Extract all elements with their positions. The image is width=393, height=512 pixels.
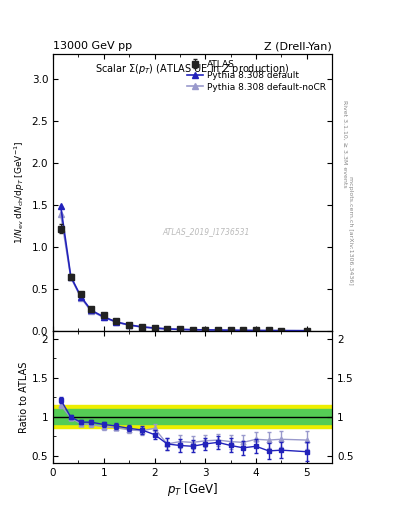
- Text: ATLAS_2019_I1736531: ATLAS_2019_I1736531: [163, 227, 250, 236]
- Bar: [53, 405, 332, 429]
- Text: Scalar $\Sigma(p_T)$ (ATLAS UE in $Z$ production): Scalar $\Sigma(p_T)$ (ATLAS UE in $Z$ pr…: [95, 62, 290, 76]
- Pythia 8.308 default-noCR: [68, 274, 73, 281]
- Y-axis label: $1/N_{\rm ev}\;{\rm d}N_{\rm ch}/{\rm d}p_T\;[{\rm GeV}^{-1}]$: $1/N_{\rm ev}\;{\rm d}N_{\rm ch}/{\rm d}…: [13, 141, 28, 244]
- Text: Z (Drell-Yan): Z (Drell-Yan): [264, 41, 332, 51]
- Pythia 8.308 default: [266, 328, 271, 334]
- Pythia 8.308 default: [279, 328, 284, 334]
- Pythia 8.308 default: [152, 325, 157, 331]
- Pythia 8.308 default: [101, 314, 106, 320]
- Pythia 8.308 default: [304, 328, 309, 334]
- Text: Rivet 3.1.10, ≥ 3.3M events: Rivet 3.1.10, ≥ 3.3M events: [342, 99, 347, 187]
- Pythia 8.308 default: [203, 327, 208, 333]
- Pythia 8.308 default-noCR: [89, 308, 94, 314]
- Pythia 8.308 default-noCR: [114, 319, 119, 325]
- Pythia 8.308 default-noCR: [266, 328, 271, 334]
- Y-axis label: Ratio to ATLAS: Ratio to ATLAS: [19, 361, 29, 433]
- Pythia 8.308 default-noCR: [228, 327, 233, 333]
- Pythia 8.308 default-noCR: [253, 328, 258, 334]
- Pythia 8.308 default-noCR: [127, 322, 132, 328]
- Pythia 8.308 default: [216, 327, 220, 333]
- Bar: [53, 409, 332, 424]
- Pythia 8.308 default-noCR: [190, 327, 195, 333]
- Pythia 8.308 default: [190, 327, 195, 333]
- Pythia 8.308 default-noCR: [101, 314, 106, 321]
- Pythia 8.308 default-noCR: [178, 326, 182, 332]
- Pythia 8.308 default: [178, 326, 182, 332]
- Pythia 8.308 default-noCR: [304, 328, 309, 334]
- Pythia 8.308 default: [127, 322, 132, 328]
- Pythia 8.308 default: [89, 307, 94, 313]
- Pythia 8.308 default-noCR: [216, 327, 220, 333]
- Legend: ATLAS, Pythia 8.308 default, Pythia 8.308 default-noCR: ATLAS, Pythia 8.308 default, Pythia 8.30…: [185, 58, 328, 93]
- Pythia 8.308 default-noCR: [140, 324, 144, 330]
- Text: 13000 GeV pp: 13000 GeV pp: [53, 41, 132, 51]
- Pythia 8.308 default-noCR: [79, 294, 83, 301]
- Text: mcplots.cern.ch [arXiv:1306.3436]: mcplots.cern.ch [arXiv:1306.3436]: [348, 176, 353, 285]
- Pythia 8.308 default: [114, 319, 119, 325]
- Pythia 8.308 default-noCR: [152, 325, 157, 331]
- Pythia 8.308 default: [253, 327, 258, 333]
- Pythia 8.308 default-noCR: [58, 210, 63, 217]
- Pythia 8.308 default-noCR: [203, 327, 208, 333]
- X-axis label: $p_T$ [GeV]: $p_T$ [GeV]: [167, 481, 218, 498]
- Line: Pythia 8.308 default: Pythia 8.308 default: [58, 203, 310, 333]
- Pythia 8.308 default: [140, 324, 144, 330]
- Pythia 8.308 default: [58, 203, 63, 209]
- Pythia 8.308 default-noCR: [279, 328, 284, 334]
- Pythia 8.308 default: [165, 326, 169, 332]
- Pythia 8.308 default-noCR: [241, 327, 246, 333]
- Pythia 8.308 default: [79, 294, 83, 300]
- Pythia 8.308 default-noCR: [165, 326, 169, 332]
- Pythia 8.308 default: [68, 273, 73, 280]
- Pythia 8.308 default: [228, 327, 233, 333]
- Line: Pythia 8.308 default-noCR: Pythia 8.308 default-noCR: [58, 211, 310, 333]
- Pythia 8.308 default: [241, 327, 246, 333]
